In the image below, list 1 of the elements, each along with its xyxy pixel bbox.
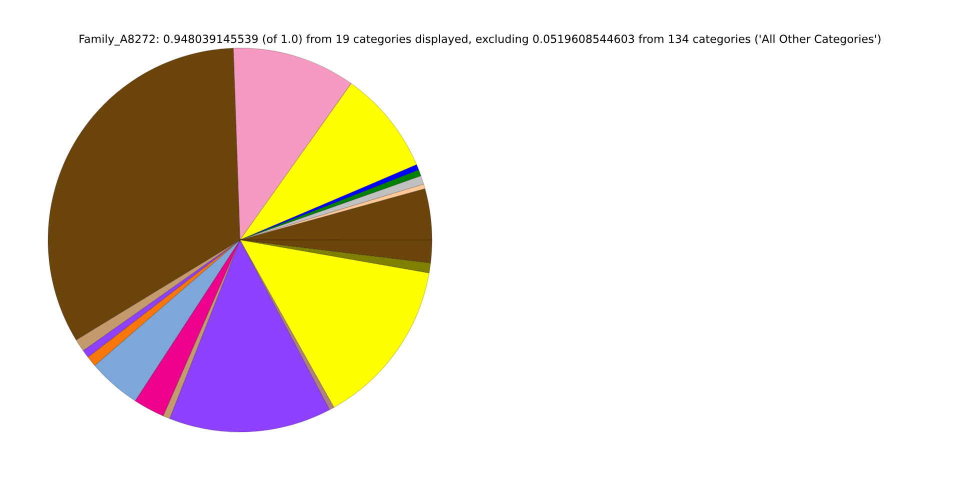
text: Family_A8272: 0.948039145539 (of 1.0) from 19 categories displayed, excluding 0.0519608544603 from 134 categories ('All Other Categories') <box>80 34 880 46</box>
